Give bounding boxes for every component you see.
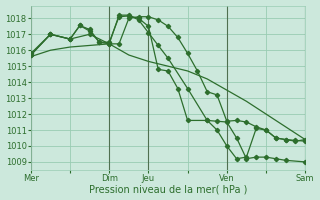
X-axis label: Pression niveau de la mer( hPa ): Pression niveau de la mer( hPa ) [89,184,247,194]
